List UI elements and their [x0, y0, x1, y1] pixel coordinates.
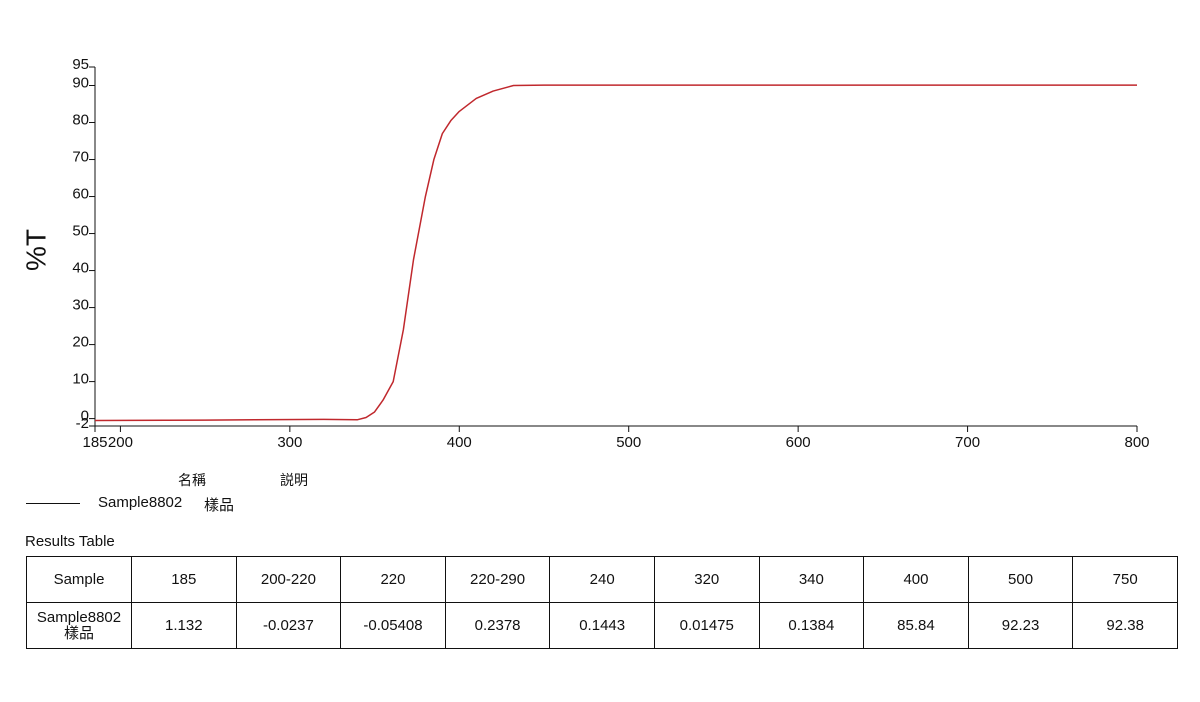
table-cell: 1.132 — [131, 602, 237, 649]
table-cell: 500 — [967, 556, 1074, 603]
legend: 名稱 説明 Sample8802 樣品 — [0, 466, 400, 516]
x-tick-label: 400 — [447, 434, 472, 451]
table-cell: 240 — [549, 556, 655, 603]
table-cell: -0.0237 — [235, 602, 342, 649]
table-title: Results Table — [25, 533, 115, 550]
table-cell: 400 — [863, 556, 969, 603]
y-tick-label: 0 — [81, 408, 89, 425]
x-tick-label: 300 — [277, 434, 302, 451]
table-cell: 340 — [758, 556, 865, 603]
table-cell: 220 — [340, 556, 446, 603]
data-line — [94, 84, 1137, 422]
x-tick-label: 200 — [108, 434, 133, 451]
table-cell: 185 — [131, 556, 237, 603]
y-tick-label: 20 — [72, 334, 89, 351]
table-cell: 92.38 — [1072, 602, 1178, 649]
table-cell: 320 — [653, 556, 760, 603]
table-cell: Sample8802 樣品 — [26, 602, 132, 649]
table-cell: 0.01475 — [653, 602, 760, 649]
legend-name: Sample8802 — [98, 494, 183, 511]
y-tick-label: 60 — [72, 186, 89, 203]
table-cell: 0.1384 — [758, 602, 865, 649]
y-axis-label: %T — [20, 229, 51, 271]
y-tick-label: 40 — [72, 260, 89, 277]
y-tick-label: 50 — [72, 223, 89, 240]
x-tick-label: 700 — [955, 434, 980, 451]
table-cell: 0.1443 — [549, 602, 655, 649]
y-tick-label: 95 — [72, 56, 89, 73]
x-tick-label: 185 — [82, 434, 107, 451]
y-tick-label: 80 — [72, 111, 89, 128]
y-tick-label: 30 — [72, 297, 89, 314]
table-cell: 200-220 — [235, 556, 342, 603]
table-cell: 85.84 — [863, 602, 969, 649]
y-tick-label: 10 — [72, 371, 89, 388]
table-cell: 0.2378 — [444, 602, 551, 649]
y-tick-label: 90 — [72, 74, 89, 91]
table-cell: 750 — [1072, 556, 1178, 603]
legend-header: 説明 — [280, 472, 308, 488]
table-cell: 220-290 — [444, 556, 551, 603]
table-row: Sample8802 樣品 1.132 -0.0237 -0.05408 0.2378 0… — [26, 602, 1178, 649]
x-tick-label: 500 — [616, 434, 641, 451]
table-cell: -0.05408 — [340, 602, 446, 649]
results-table: Sample 185 200-220 220 220-290 240 320 340 400 50… — [26, 556, 1178, 649]
x-tick-label: 800 — [1124, 434, 1149, 451]
legend-header: 名稱 — [178, 472, 206, 488]
legend-swatch — [26, 503, 80, 504]
x-tick-label: 600 — [786, 434, 811, 451]
table-cell: 92.23 — [967, 602, 1074, 649]
y-tick-label: 70 — [72, 148, 89, 165]
legend-description: 樣品 — [204, 497, 235, 514]
table-cell: Sample — [26, 556, 132, 603]
table-row: Sample 185 200-220 220 220-290 240 320 340 400 50… — [26, 556, 1178, 603]
y-tick-label: -2 — [76, 415, 89, 432]
